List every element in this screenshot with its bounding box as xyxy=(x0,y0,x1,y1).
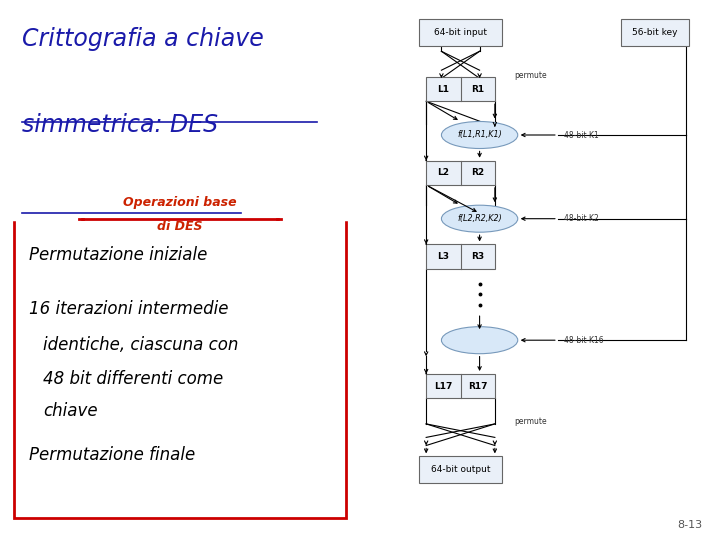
Text: di DES: di DES xyxy=(157,220,203,233)
Text: Operazioni base: Operazioni base xyxy=(123,196,237,209)
Text: R17: R17 xyxy=(468,382,487,390)
Bar xyxy=(426,374,495,399)
Text: L3: L3 xyxy=(437,252,449,261)
Text: 48-bit K1: 48-bit K1 xyxy=(564,131,598,139)
Text: Crittografia a chiave: Crittografia a chiave xyxy=(22,27,264,51)
Text: 48 bit differenti come: 48 bit differenti come xyxy=(43,370,223,388)
Bar xyxy=(426,77,495,101)
Bar xyxy=(426,160,495,185)
Text: simmetrica: DES: simmetrica: DES xyxy=(22,113,217,137)
Ellipse shape xyxy=(441,205,518,232)
Bar xyxy=(418,19,503,46)
Text: R3: R3 xyxy=(471,252,485,261)
Text: permute: permute xyxy=(514,417,546,426)
Text: permute: permute xyxy=(514,71,546,80)
Text: f(L1,R1,K1): f(L1,R1,K1) xyxy=(457,131,502,139)
Text: 48-bit K2: 48-bit K2 xyxy=(564,214,598,223)
Text: 8-13: 8-13 xyxy=(677,520,702,530)
Text: 48-bit K16: 48-bit K16 xyxy=(564,336,603,345)
Ellipse shape xyxy=(441,327,518,354)
Text: 64-bit output: 64-bit output xyxy=(431,465,490,474)
Ellipse shape xyxy=(441,122,518,148)
Bar xyxy=(14,219,346,518)
Text: L1: L1 xyxy=(437,85,449,93)
Bar xyxy=(621,19,690,46)
Text: 64-bit input: 64-bit input xyxy=(434,28,487,37)
Text: chiave: chiave xyxy=(43,402,98,420)
Text: Permutazione iniziale: Permutazione iniziale xyxy=(29,246,207,264)
Text: R1: R1 xyxy=(471,85,485,93)
Text: identiche, ciascuna con: identiche, ciascuna con xyxy=(43,336,238,354)
Text: 56-bit key: 56-bit key xyxy=(632,28,678,37)
Text: 16 iterazioni intermedie: 16 iterazioni intermedie xyxy=(29,300,228,318)
Text: f(L2,R2,K2): f(L2,R2,K2) xyxy=(457,214,502,223)
Text: L2: L2 xyxy=(437,168,449,177)
Text: Permutazione finale: Permutazione finale xyxy=(29,446,195,463)
Bar xyxy=(418,456,503,483)
Text: R2: R2 xyxy=(471,168,485,177)
Text: L17: L17 xyxy=(434,382,453,390)
Bar xyxy=(426,244,495,268)
